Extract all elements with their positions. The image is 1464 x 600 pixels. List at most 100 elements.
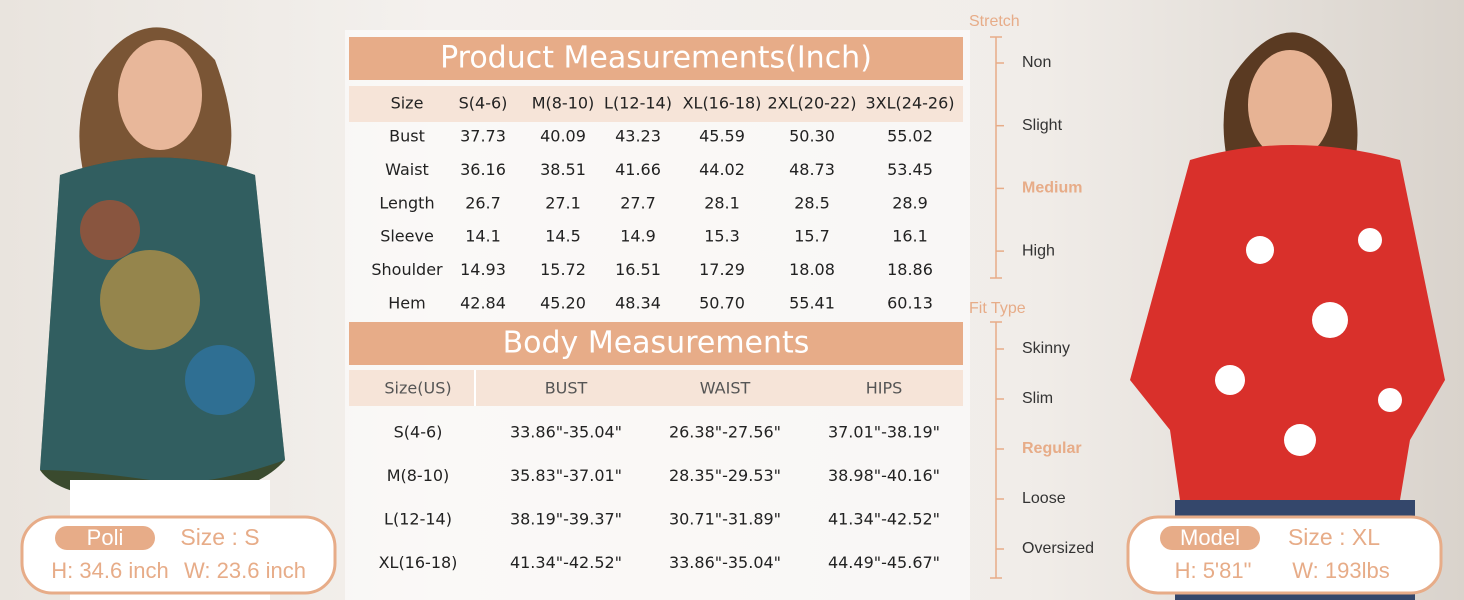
scale-level-selected: Medium	[1022, 180, 1082, 197]
cell: 30.71"-31.89"	[669, 510, 781, 529]
scale-level-selected: Regular	[1022, 440, 1082, 457]
cell: 28.5	[794, 193, 830, 212]
row-header: Sleeve	[380, 227, 434, 246]
cell: 18.86	[887, 260, 933, 279]
cell: 50.70	[699, 294, 745, 313]
cell: 28.1	[704, 193, 740, 212]
column-header: BUST	[545, 379, 588, 398]
table-title: Product Measurements(Inch)	[440, 41, 872, 76]
model-height: H: 34.6 inch	[51, 558, 168, 583]
row-header: Waist	[385, 160, 429, 179]
cell: 40.09	[540, 127, 586, 146]
cell: 60.13	[887, 294, 933, 313]
column-header: XL(16-18)	[683, 94, 762, 113]
cell: 41.34"-42.52"	[510, 553, 622, 572]
model-size: Size : XL	[1288, 524, 1380, 550]
model-name: Poli	[87, 525, 124, 550]
cell: 55.41	[789, 294, 835, 313]
cell: 35.83"-37.01"	[510, 466, 622, 485]
scale-level: Non	[1022, 54, 1051, 71]
cell: 33.86"-35.04"	[669, 553, 781, 572]
cell: 50.30	[789, 127, 835, 146]
model-size: Size : S	[180, 524, 259, 550]
cell: 17.29	[699, 260, 745, 279]
model-name: Model	[1180, 525, 1240, 550]
column-header: 2XL(20-22)	[767, 94, 856, 113]
cell: 28.9	[892, 193, 928, 212]
column-header: M(8-10)	[532, 94, 595, 113]
cell: 14.5	[545, 227, 581, 246]
cell: 26.38"-27.56"	[669, 423, 781, 442]
cell: 16.1	[892, 227, 928, 246]
cell: 27.7	[620, 193, 656, 212]
title-bar	[349, 322, 963, 365]
cell: 15.7	[794, 227, 830, 246]
column-header: 3XL(24-26)	[865, 94, 954, 113]
scale-level: Skinny	[1022, 340, 1070, 357]
scale-level: Loose	[1022, 490, 1066, 507]
panel	[345, 30, 970, 600]
cell: 15.72	[540, 260, 586, 279]
cell: 37.73	[460, 127, 506, 146]
column-header: S(4-6)	[459, 94, 508, 113]
cell: 38.98"-40.16"	[828, 466, 940, 485]
header-row	[349, 86, 963, 122]
row-header: L(12-14)	[384, 510, 452, 529]
cell: 45.59	[699, 127, 745, 146]
column-header: WAIST	[700, 379, 751, 398]
name-pill	[55, 526, 155, 550]
title-bar	[349, 37, 963, 80]
cell: 33.86"-35.04"	[510, 423, 622, 442]
cell: 44.49"-45.67"	[828, 553, 940, 572]
cell: 48.73	[789, 160, 835, 179]
row-header: Hem	[388, 294, 425, 313]
scale-level: Slim	[1022, 390, 1053, 407]
cell: 42.84	[460, 294, 506, 313]
cell: 36.16	[460, 160, 506, 179]
scale-level: Slight	[1022, 117, 1063, 134]
cell: 14.93	[460, 260, 506, 279]
name-pill	[1160, 526, 1260, 550]
cell: 14.1	[465, 227, 501, 246]
model-weight: W: 23.6 inch	[184, 558, 306, 583]
cell: 28.35"-29.53"	[669, 466, 781, 485]
cell: 38.51	[540, 160, 586, 179]
column-header: HIPS	[866, 379, 903, 398]
cell: 37.01"-38.19"	[828, 423, 940, 442]
row-header: XL(16-18)	[379, 553, 458, 572]
cell: 53.45	[887, 160, 933, 179]
table-title: Body Measurements	[503, 326, 810, 361]
cell: 45.20	[540, 294, 586, 313]
cell: 18.08	[789, 260, 835, 279]
cell: 15.3	[704, 227, 740, 246]
cell: 41.66	[615, 160, 661, 179]
column-header: Size	[391, 94, 424, 113]
cell: 44.02	[699, 160, 745, 179]
scale-title: Fit Type	[969, 300, 1026, 317]
content: Product Measurements(Inch) Size S(4-6) M(8-…	[20, 13, 1443, 595]
scale-level: Oversized	[1022, 540, 1094, 557]
cell: 14.9	[620, 227, 656, 246]
row-header: S(4-6)	[394, 423, 443, 442]
cell: 48.34	[615, 294, 661, 313]
cell: 41.34"-42.52"	[828, 510, 940, 529]
cell: 55.02	[887, 127, 933, 146]
cell: 26.7	[465, 193, 501, 212]
cell: 43.23	[615, 127, 661, 146]
cell: 38.19"-39.37"	[510, 510, 622, 529]
row-header: Bust	[389, 127, 425, 146]
cell: 16.51	[615, 260, 661, 279]
row-header: Shoulder	[371, 260, 443, 279]
column-header: L(12-14)	[604, 94, 672, 113]
scale-title: Stretch	[969, 13, 1020, 30]
model-height: H: 5'81"	[1175, 558, 1252, 583]
cell: 27.1	[545, 193, 581, 212]
scale-level: High	[1022, 242, 1055, 259]
model-weight: W: 193lbs	[1292, 558, 1389, 583]
header-row	[349, 370, 963, 406]
column-header: Size(US)	[384, 379, 451, 398]
left-model-photo	[40, 27, 285, 600]
row-header: M(8-10)	[387, 466, 450, 485]
row-header: Length	[379, 193, 434, 212]
